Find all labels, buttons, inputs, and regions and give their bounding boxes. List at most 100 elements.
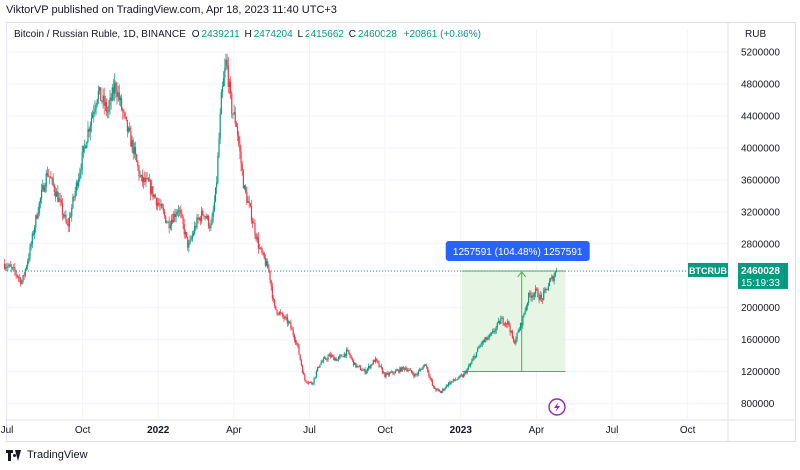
candle-body	[231, 93, 233, 115]
candle-body	[304, 374, 306, 381]
candle-body	[379, 365, 381, 367]
candle-body	[475, 352, 478, 358]
candle-body	[403, 367, 406, 370]
candle-body	[378, 362, 380, 367]
candle-body	[511, 330, 514, 339]
candle-body	[255, 234, 257, 240]
candle-body	[189, 239, 191, 244]
candle-body	[555, 270, 558, 273]
candle-body	[270, 280, 272, 287]
candle-body	[405, 368, 407, 370]
candle-body	[119, 97, 122, 101]
candle-body	[230, 81, 232, 94]
candle-body	[332, 355, 334, 357]
candle-body	[269, 270, 271, 281]
candle-body	[490, 332, 493, 335]
candle-body	[115, 82, 117, 91]
candle-body	[427, 366, 429, 373]
candle-body	[358, 365, 360, 367]
candle-body	[450, 381, 452, 385]
candle-body	[173, 213, 175, 223]
candle-body	[124, 112, 126, 117]
symbol-legend: Bitcoin / Russian Ruble, 1D, BINANCE O 24…	[14, 29, 483, 40]
legend-high-label: H	[244, 29, 252, 40]
candle-body	[256, 237, 258, 240]
candle-body	[210, 224, 212, 228]
price-chart[interactable]: 1257591 (104.48%) 1257591 800000 1200000 1…	[0, 0, 800, 445]
candle-body	[72, 196, 74, 208]
candle-body	[137, 161, 139, 167]
candle-body	[434, 386, 436, 389]
candlestick-series	[3, 53, 558, 394]
candle-body	[510, 330, 512, 333]
candle-body	[296, 342, 298, 344]
candle-body	[203, 214, 205, 217]
candle-body	[20, 278, 22, 284]
candle-body	[496, 322, 498, 327]
candle-body	[541, 298, 544, 300]
candle-body	[390, 372, 392, 374]
candle-body	[420, 369, 422, 370]
candle-body	[221, 86, 224, 93]
candle-body	[410, 369, 413, 373]
candle-body	[351, 358, 353, 360]
candle-body	[7, 266, 9, 268]
candle-body	[307, 382, 309, 384]
candle-body	[467, 366, 469, 370]
publisher-line: ViktorVP published on TradingView.com, A…	[6, 4, 337, 16]
candle-body	[526, 303, 529, 307]
candle-body	[493, 330, 495, 333]
candle-body	[100, 87, 102, 101]
footer-brand-text: TradingView	[27, 449, 88, 461]
candle-body	[523, 313, 525, 316]
candle-body	[182, 216, 184, 224]
currency-label[interactable]: RUB	[745, 29, 767, 40]
candle-body	[398, 369, 400, 373]
candle-body	[517, 330, 519, 333]
candle-body	[550, 278, 552, 282]
candle-body	[239, 143, 241, 152]
candle-body	[181, 213, 183, 217]
candle-body	[116, 90, 118, 97]
candle-body	[214, 187, 217, 202]
candle-body	[83, 145, 86, 147]
y-tick-label: 5200000	[741, 47, 780, 58]
candle-body	[80, 169, 82, 173]
candle-body	[319, 364, 321, 368]
legend-symbol[interactable]: Bitcoin / Russian Ruble, 1D, BINANCE	[14, 29, 186, 40]
candle-body	[533, 293, 536, 297]
candle-body	[456, 379, 458, 381]
legend-close-label: C	[348, 29, 356, 40]
candle-body	[117, 92, 119, 97]
candle-body	[458, 375, 460, 379]
candle-body	[252, 220, 254, 223]
candle-body	[544, 288, 546, 292]
candle-body	[207, 216, 210, 227]
candle-body	[342, 356, 344, 358]
measurement-label: 1257591 (104.48%) 1257591	[453, 247, 583, 258]
candle-body	[289, 321, 291, 323]
footer-brand[interactable]: TradingView	[6, 449, 88, 461]
candle-body	[272, 298, 275, 300]
candle-body	[259, 247, 261, 249]
candle-body	[178, 210, 181, 212]
candle-body	[531, 295, 533, 298]
candle-body	[311, 382, 313, 385]
candle-body	[377, 360, 379, 363]
candle-body	[285, 316, 287, 318]
candle-body	[326, 359, 328, 361]
candle-body	[191, 235, 193, 239]
candle-body	[235, 123, 238, 127]
candle-body	[126, 119, 129, 132]
candle-body	[429, 376, 431, 379]
candle-body	[82, 146, 84, 153]
candle-body	[168, 221, 170, 228]
candle-body	[217, 156, 219, 183]
lightning-icon[interactable]	[548, 398, 566, 416]
candle-body	[477, 348, 479, 353]
candle-body	[320, 362, 322, 365]
candle-body	[349, 353, 351, 357]
candle-body	[392, 371, 394, 374]
candle-body	[292, 329, 294, 336]
candle-body	[14, 267, 16, 272]
